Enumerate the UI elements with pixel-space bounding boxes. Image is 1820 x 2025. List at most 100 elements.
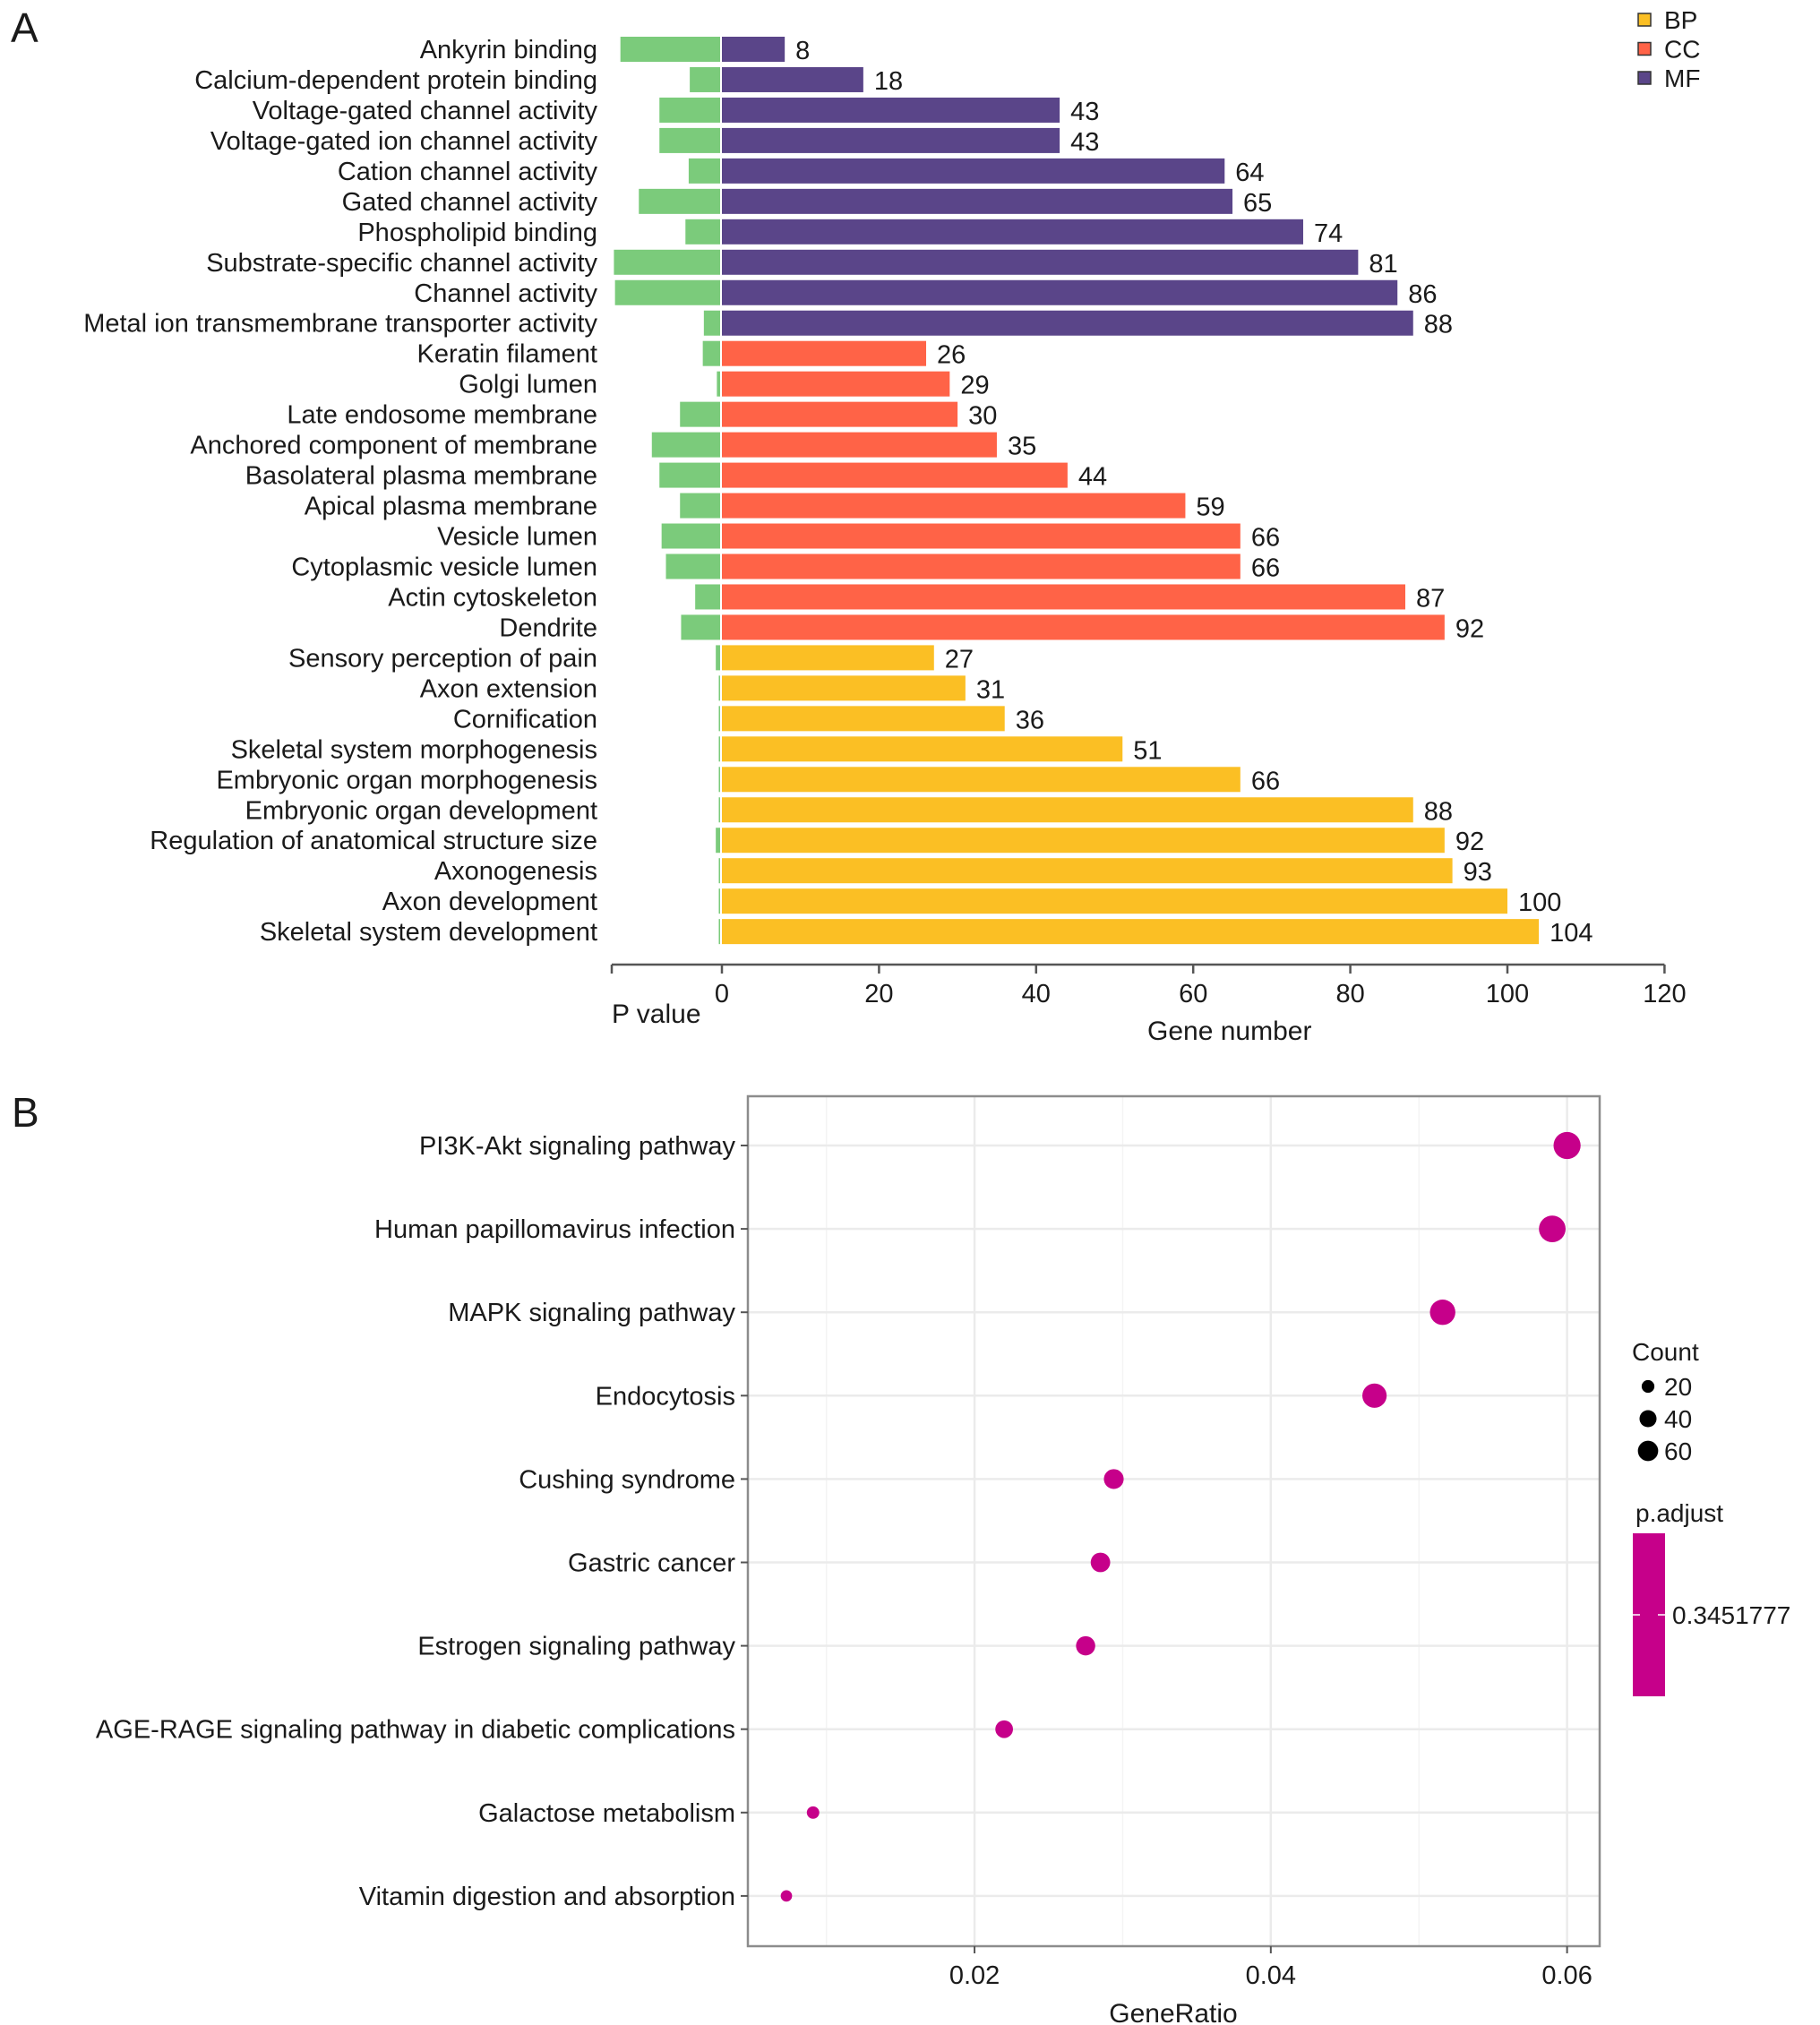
value-label: 92 (1455, 614, 1484, 643)
enrichment-point (1103, 1469, 1124, 1489)
gene-bar-bp (722, 858, 1453, 884)
b-x-tick-label: 0.06 (1541, 1961, 1592, 1990)
gene-bar-mf (722, 188, 1233, 214)
a-x-tick-label: 20 (864, 980, 893, 1008)
pvalue-bar (718, 736, 720, 762)
gene-bar-mf (722, 66, 863, 92)
category-label: Embryonic organ development (245, 796, 597, 825)
gene-bar-mf (722, 279, 1398, 305)
category-label: Substrate-specific channel activity (206, 249, 597, 278)
a-x-tick-label: 40 (1022, 980, 1051, 1008)
category-label: Metal ion transmembrane transporter acti… (83, 310, 597, 339)
pathway-label: PI3K-Akt signaling pathway (419, 1132, 736, 1161)
value-label: 86 (1408, 280, 1437, 309)
pvalue-bar (659, 97, 720, 123)
gene-bar-bp (722, 645, 934, 671)
category-label: Sensory perception of pain (288, 644, 597, 673)
enrichment-point (1076, 1635, 1095, 1656)
gene-bar-bp (722, 706, 1005, 732)
pathway-label: Cushing syndrome (519, 1465, 735, 1494)
category-label: Axon development (382, 888, 597, 916)
pvalue-bar (681, 614, 720, 640)
gene-bar-mf (722, 219, 1303, 245)
enrichment-point (806, 1806, 820, 1819)
value-label: 81 (1369, 250, 1397, 279)
pathway-label: Galactose metabolism (478, 1799, 735, 1828)
pvalue-bar (614, 279, 720, 305)
pvalue-bar (718, 858, 720, 884)
value-label: 65 (1243, 189, 1272, 218)
b-gridlines (748, 1096, 1600, 1946)
value-label: 66 (1251, 524, 1280, 553)
pvalue-bar (614, 249, 720, 275)
legend-label-bp: BP (1664, 6, 1697, 34)
gene-bar-cc (722, 371, 950, 397)
value-label: 8 (795, 37, 810, 65)
value-label: 35 (1008, 433, 1036, 461)
category-label: Skeletal system morphogenesis (231, 735, 597, 764)
panel-b-dot-plot: PI3K-Akt signaling pathway Human papillom… (96, 1094, 1790, 2025)
pvalue-bar (717, 371, 720, 397)
value-label: 59 (1196, 493, 1224, 522)
value-label: 88 (1424, 311, 1453, 339)
gene-bar-bp (722, 888, 1507, 914)
gene-bar-cc (722, 553, 1241, 579)
count-legend-label: 20 (1664, 1373, 1692, 1401)
a-x-tick-label: 80 (1335, 980, 1364, 1008)
gene-bar-mf (722, 37, 786, 62)
count-legend-label: 40 (1664, 1405, 1692, 1433)
legend-swatch-mf (1637, 71, 1652, 85)
value-label: 74 (1314, 219, 1343, 248)
value-label: 43 (1070, 128, 1099, 157)
value-label: 64 (1235, 159, 1264, 187)
value-label: 31 (976, 675, 1005, 704)
a-x-tick-label: 100 (1486, 980, 1529, 1008)
a-value-labels: 8184343646574818688262930354459666687922… (795, 37, 1592, 948)
b-x-axis-title: GeneRatio (1109, 1999, 1237, 2025)
count-legend-label: 60 (1664, 1437, 1692, 1465)
b-category-labels: PI3K-Akt signaling pathway Human papillom… (96, 1132, 748, 1911)
value-label: 66 (1251, 553, 1280, 582)
count-legend-entries: 20 40 60 (1637, 1373, 1692, 1465)
category-label: Phospholipid binding (357, 219, 597, 247)
a-bars-group (614, 37, 1540, 945)
pathway-label: Human papillomavirus infection (374, 1215, 735, 1244)
pvalue-bar (688, 158, 720, 184)
value-label: 44 (1078, 463, 1107, 492)
gene-bar-mf (722, 310, 1413, 336)
enrichment-point (1090, 1552, 1111, 1573)
category-label: Channel activity (414, 279, 597, 308)
pvalue-bar (718, 706, 720, 732)
gene-bar-bp (722, 919, 1540, 945)
b-points-group (780, 1131, 1581, 1902)
pathway-label: Vitamin digestion and absorption (359, 1883, 735, 1911)
enrichment-point (1362, 1383, 1387, 1408)
value-label: 87 (1416, 584, 1445, 613)
b-plot-background (748, 1096, 1600, 1946)
category-label: Golgi lumen (459, 371, 597, 399)
category-label: Vesicle lumen (437, 523, 597, 552)
enrichment-point (780, 1890, 793, 1902)
pathway-label: Gastric cancer (568, 1549, 735, 1578)
category-label: Late endosome membrane (287, 401, 597, 430)
gene-bar-bp (722, 797, 1413, 823)
value-label: 43 (1070, 98, 1099, 126)
pvalue-bar (695, 584, 720, 610)
gene-bar-cc (722, 614, 1445, 640)
pvalue-bar (718, 919, 720, 945)
value-label: 36 (1016, 706, 1044, 734)
value-label: 66 (1251, 767, 1280, 795)
count-legend-dot (1641, 1379, 1655, 1394)
category-label: Cornification (453, 705, 597, 734)
pvalue-bar (718, 888, 720, 914)
value-label: 26 (937, 341, 966, 370)
pvalue-bar (716, 828, 720, 854)
pathway-label: Estrogen signaling pathway (417, 1633, 735, 1661)
panel-a-letter: A (11, 4, 39, 51)
pvalue-bar (639, 188, 720, 214)
pvalue-bar (703, 310, 720, 336)
gene-bar-mf (722, 249, 1359, 275)
category-label: Embryonic organ morphogenesis (216, 766, 597, 794)
